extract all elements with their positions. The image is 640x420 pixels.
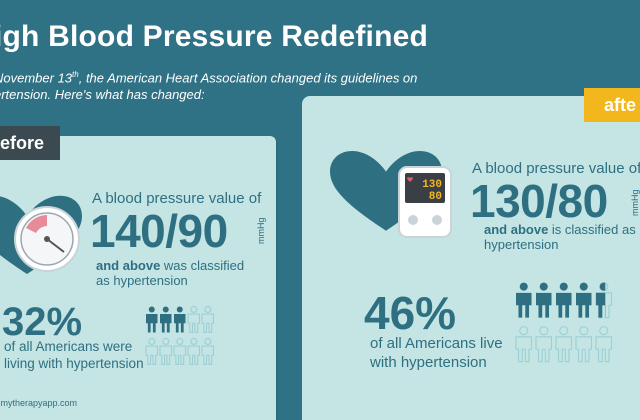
person-icon [516,282,532,318]
page-subtitle: November 13th, the American Heart Associ… [0,66,454,103]
person-icon [536,282,552,318]
monitor-systolic: 130 [422,179,442,191]
before-bp-lead: A blood pressure value of [92,190,262,207]
before-classified-rest: was classified as hypertension [96,258,245,288]
after-bp-unit: mmHg [630,189,640,217]
person-icon [146,306,158,333]
person-icon [173,337,187,365]
person-icon [555,326,573,363]
person-icon [556,282,572,318]
before-classified: and above was classified as hypertension [96,258,256,288]
before-panel [0,136,276,420]
person-icon [201,305,215,333]
person-icon [575,326,593,363]
person-icon [145,337,159,365]
subtitle-line1: , the American Heart Association changed… [78,70,418,86]
after-percent: 46% [364,287,457,339]
after-people-grid [515,282,613,363]
person-icon [160,306,172,333]
monitor-diastolic: 80 [429,191,442,203]
footer-url: .mytherapyapp.com [0,398,78,408]
after-bp-lead: A blood pressure value of [472,160,640,177]
before-bp-unit: mmHg [256,217,266,245]
after-classified-bold: and above [484,222,549,237]
person-icon [201,337,215,365]
person-icon [187,337,201,365]
person-icon [576,282,592,318]
after-classified-rest: is classified as hypertension [484,222,636,252]
person-icon [595,326,613,363]
after-tag: afte [584,88,640,122]
page-title: igh Blood Pressure Redefined [0,20,429,53]
person-icon [535,326,553,363]
person-icon [174,306,186,333]
person-icon [187,305,201,333]
subtitle-date-suffix: th [72,70,79,79]
pressure-gauge-icon [14,206,80,272]
after-percent-label: of all Americans live with hypertension [370,335,503,371]
person-icon [515,326,533,363]
person-icon [596,282,606,318]
after-panel [302,96,640,420]
before-percent-label: of all Americans were living with hypert… [4,339,144,371]
digital-monitor-icon: 130 80 [398,166,452,238]
before-classified-bold: and above [96,258,161,273]
before-people-grid [145,305,215,365]
after-classified: and above is classified as hypertension [484,222,640,252]
before-tag: efore [0,126,60,160]
after-bp-value: 130/80 [470,175,608,227]
subtitle-line2: ertension. Here's what has changed: [0,87,205,103]
person-icon [159,337,173,365]
before-percent: 32% [2,300,83,344]
subtitle-date: November 13 [0,70,73,86]
before-bp-value: 140/90 [90,205,228,257]
